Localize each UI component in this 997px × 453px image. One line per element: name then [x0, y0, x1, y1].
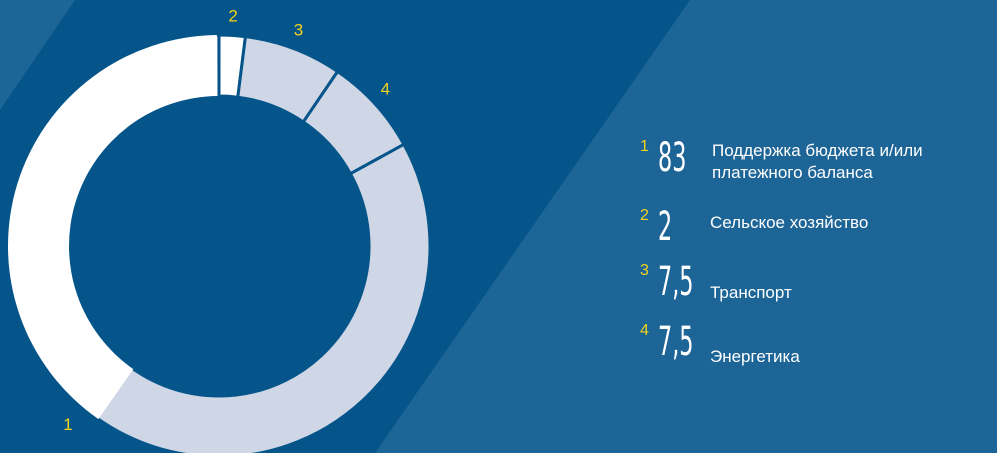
legend-label-line2: платежного баланса: [712, 163, 873, 182]
legend-value: 7,5: [658, 319, 694, 365]
legend-index: 3: [640, 262, 649, 279]
legend-value: 83: [658, 135, 687, 181]
legend-label-line1: Энергетика: [710, 347, 800, 366]
legend-label-line1: Сельское хозяйство: [710, 213, 869, 232]
legend-label-line1: Транспорт: [710, 283, 792, 302]
slice-label-3: 3: [294, 21, 303, 40]
legend-index: 2: [640, 207, 649, 224]
slice-label-2: 2: [228, 6, 237, 25]
legend-label-line1: Поддержка бюджета и/или: [712, 141, 923, 160]
donut-slice-1-highlight: [7, 35, 218, 420]
legend-index: 1: [640, 138, 649, 155]
slice-label-4: 4: [381, 80, 390, 99]
slice-label-1: 1: [63, 415, 72, 434]
legend-index: 4: [640, 322, 649, 339]
donut-slice-labels: 2 3 4 1: [63, 6, 390, 434]
donut-slices: [6, 33, 432, 453]
legend-value: 2: [658, 204, 673, 250]
stripe-right: [375, 0, 997, 453]
legend-value: 7,5: [658, 259, 694, 305]
stripe-left: [0, 0, 75, 110]
